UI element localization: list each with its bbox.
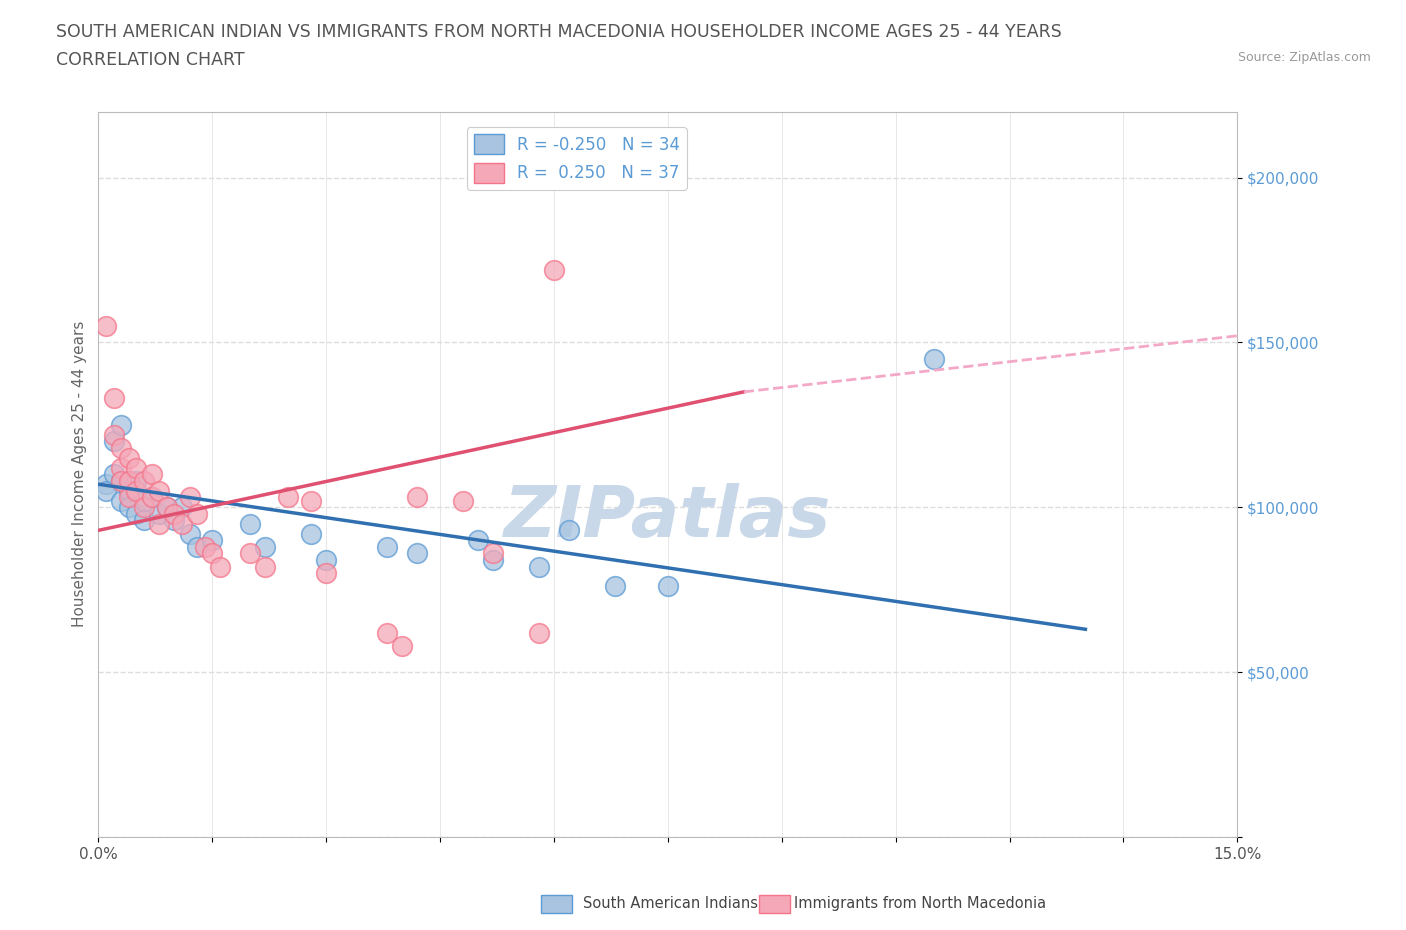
Point bbox=[482, 546, 505, 561]
Point bbox=[94, 318, 117, 333]
Point bbox=[315, 552, 337, 567]
Point bbox=[125, 507, 148, 522]
Point bbox=[657, 579, 679, 594]
Point bbox=[118, 490, 141, 505]
Point bbox=[179, 490, 201, 505]
Text: CORRELATION CHART: CORRELATION CHART bbox=[56, 51, 245, 69]
Point bbox=[170, 516, 193, 531]
Point bbox=[148, 516, 170, 531]
Point bbox=[201, 533, 224, 548]
Y-axis label: Householder Income Ages 25 - 44 years: Householder Income Ages 25 - 44 years bbox=[72, 321, 87, 628]
Point bbox=[132, 513, 155, 528]
Point bbox=[254, 539, 277, 554]
Point bbox=[148, 507, 170, 522]
Point bbox=[186, 507, 208, 522]
Point bbox=[603, 579, 626, 594]
Point bbox=[299, 526, 322, 541]
Point bbox=[118, 484, 141, 498]
Point bbox=[194, 539, 217, 554]
Point bbox=[406, 490, 429, 505]
Text: South American Indians: South American Indians bbox=[583, 897, 758, 911]
Point bbox=[141, 490, 163, 505]
Point bbox=[110, 418, 132, 432]
Point bbox=[375, 539, 398, 554]
Point bbox=[94, 477, 117, 492]
Point bbox=[103, 434, 125, 449]
Point bbox=[543, 262, 565, 277]
Point bbox=[482, 552, 505, 567]
Point bbox=[208, 559, 231, 574]
Point bbox=[527, 625, 550, 640]
Point bbox=[103, 427, 125, 442]
Point bbox=[132, 493, 155, 508]
Point bbox=[118, 450, 141, 465]
Point bbox=[451, 493, 474, 508]
Point bbox=[201, 546, 224, 561]
Point bbox=[141, 467, 163, 482]
Point bbox=[110, 493, 132, 508]
Point bbox=[110, 473, 132, 488]
Point bbox=[391, 638, 413, 653]
Point bbox=[527, 559, 550, 574]
Point bbox=[156, 499, 179, 514]
Text: SOUTH AMERICAN INDIAN VS IMMIGRANTS FROM NORTH MACEDONIA HOUSEHOLDER INCOME AGES: SOUTH AMERICAN INDIAN VS IMMIGRANTS FROM… bbox=[56, 23, 1062, 41]
Text: ZIPatlas: ZIPatlas bbox=[505, 484, 831, 552]
Point bbox=[118, 499, 141, 514]
Legend: R = -0.250   N = 34, R =  0.250   N = 37: R = -0.250 N = 34, R = 0.250 N = 37 bbox=[467, 127, 686, 190]
Point bbox=[277, 490, 299, 505]
Point bbox=[179, 526, 201, 541]
Point bbox=[132, 499, 155, 514]
Point bbox=[103, 391, 125, 405]
Point bbox=[94, 484, 117, 498]
Point bbox=[110, 441, 132, 456]
Point bbox=[132, 473, 155, 488]
Point bbox=[239, 516, 262, 531]
Point bbox=[110, 460, 132, 475]
Point bbox=[163, 507, 186, 522]
Point bbox=[141, 490, 163, 505]
Point bbox=[125, 473, 148, 488]
Point bbox=[315, 565, 337, 580]
Point bbox=[103, 467, 125, 482]
Point bbox=[163, 513, 186, 528]
Point bbox=[375, 625, 398, 640]
Text: Immigrants from North Macedonia: Immigrants from North Macedonia bbox=[794, 897, 1046, 911]
Point bbox=[118, 473, 141, 488]
Point bbox=[186, 539, 208, 554]
Point bbox=[406, 546, 429, 561]
Point bbox=[299, 493, 322, 508]
Point bbox=[254, 559, 277, 574]
Point bbox=[110, 473, 132, 488]
Point bbox=[467, 533, 489, 548]
Point bbox=[239, 546, 262, 561]
Point bbox=[156, 499, 179, 514]
Point bbox=[922, 352, 945, 366]
Point bbox=[125, 460, 148, 475]
Point bbox=[170, 499, 193, 514]
Point bbox=[125, 484, 148, 498]
Point bbox=[558, 523, 581, 538]
Text: Source: ZipAtlas.com: Source: ZipAtlas.com bbox=[1237, 51, 1371, 64]
Point bbox=[148, 484, 170, 498]
